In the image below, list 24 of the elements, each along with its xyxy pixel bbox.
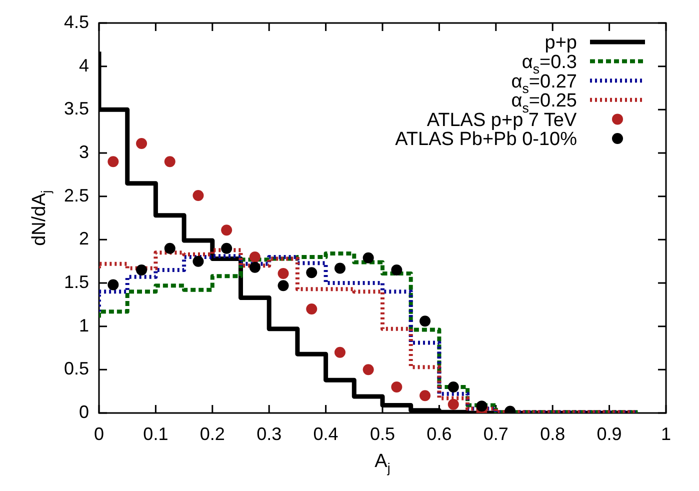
x-tick-label: 0 [94,424,104,444]
x-tick-label: 0.7 [483,424,508,444]
x-tick-label: 0.8 [540,424,566,444]
legend-label: p+p [544,32,578,54]
y-tick-label: 4 [78,55,89,76]
x-tick-label: 0.3 [256,424,282,444]
y-tick-label: 3.5 [64,98,89,119]
x-tick-label: 0.9 [596,424,622,444]
y-tick-label: 2.5 [64,185,89,206]
x-tick-label: 0.5 [370,424,396,444]
x-tick-label: 1 [660,424,672,444]
y-axis-title: dN/dAj [29,190,54,246]
y-tick-label: 1.5 [64,272,89,292]
y-tick-label: 1 [78,315,89,336]
y-tick-label: 0.5 [64,358,89,379]
y-tick-label: 4.5 [64,12,89,32]
x-tick-label: 0.1 [143,424,168,444]
x-tick-label: 0.6 [426,424,452,444]
y-tick-label: 0 [78,402,89,422]
y-tick-label: 3 [78,142,89,162]
y-tick-label: 2 [78,228,89,249]
x-tick-label: 0.2 [200,424,225,444]
x-tick-label: 0.4 [313,424,338,444]
legend-label: ATLAS Pb+Pb 0-10% [395,129,578,150]
